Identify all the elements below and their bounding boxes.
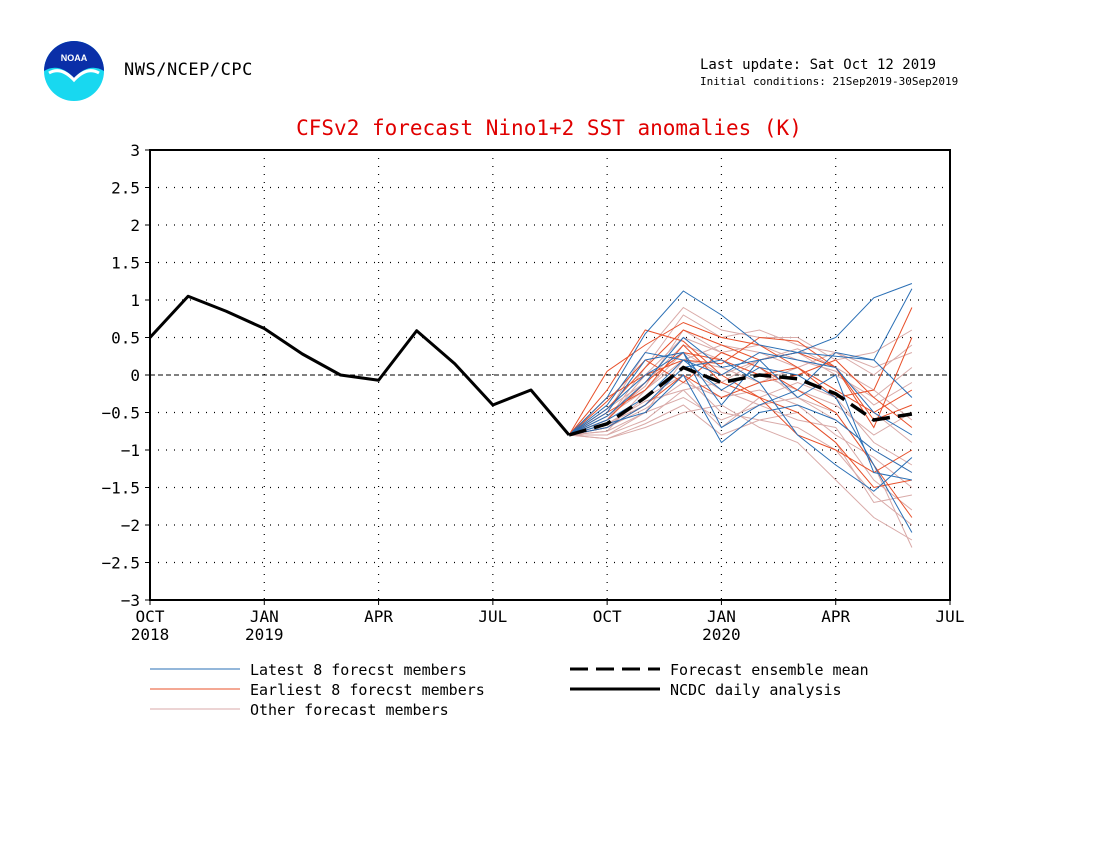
organization-label: NWS/NCEP/CPC xyxy=(124,60,253,80)
x-tick-label: JAN xyxy=(250,607,279,626)
x-tick-label: JUL xyxy=(936,607,965,626)
initial-conditions-text: Initial conditions: 21Sep2019-30Sep2019 xyxy=(700,75,959,88)
y-tick-label: −3 xyxy=(121,591,140,610)
latest-members-group xyxy=(568,283,913,533)
legend: Latest 8 forecst members Earliest 8 fore… xyxy=(150,661,869,719)
other-members-group xyxy=(568,306,913,548)
legend-other-label: Other forecast members xyxy=(250,701,449,719)
noaa-logo-text: NOAA xyxy=(61,53,88,63)
analysis-group xyxy=(148,294,571,436)
y-tick-label: 2 xyxy=(130,216,140,235)
y-tick-label: −1 xyxy=(121,441,140,460)
latest-member-line xyxy=(568,336,913,481)
x-year-label: 2019 xyxy=(245,625,284,644)
x-tick-label: OCT xyxy=(593,607,622,626)
latest-member-line xyxy=(568,374,913,473)
x-tick-label: APR xyxy=(821,607,850,626)
earliest-members-group xyxy=(568,307,913,518)
x-tick-label: JUL xyxy=(478,607,507,626)
legend-latest-label: Latest 8 forecst members xyxy=(250,661,467,679)
plot-frame xyxy=(149,149,951,601)
latest-member-line xyxy=(568,359,913,492)
legend-earliest-label: Earliest 8 forecst members xyxy=(250,681,485,699)
y-tick-label: 1.5 xyxy=(111,254,140,273)
latest-member-line xyxy=(568,351,913,436)
other-member-line xyxy=(568,344,913,436)
y-tick-label: 0 xyxy=(130,366,140,385)
x-tick-label: OCT xyxy=(136,607,165,626)
y-tick-label: 1 xyxy=(130,291,140,310)
ensemble-mean-group xyxy=(568,365,913,437)
y-tick-label: 0.5 xyxy=(111,329,140,348)
y-tick-label: −2.5 xyxy=(101,554,140,573)
x-tick-label: APR xyxy=(364,607,393,626)
earliest-member-line xyxy=(568,351,913,436)
x-tick-label: JAN xyxy=(707,607,736,626)
other-member-line xyxy=(568,366,913,511)
x-axis-ticks: OCT JAN APR JUL OCT JAN APR JUL 2018 2019 2020 xyxy=(131,600,965,644)
y-tick-label: 2.5 xyxy=(111,179,140,198)
y-axis-ticks: 3 2.5 2 1.5 1 0.5 0 −0.5 −1 −1.5 −2 −2.5 −3 xyxy=(101,141,150,610)
y-tick-label: 3 xyxy=(130,141,140,160)
y-tick-label: −0.5 xyxy=(101,404,140,423)
y-tick-label: −1.5 xyxy=(101,479,140,498)
legend-mean-label: Forecast ensemble mean xyxy=(670,661,869,679)
x-year-label: 2018 xyxy=(131,625,170,644)
x-year-label: 2020 xyxy=(702,625,741,644)
analysis-line xyxy=(148,294,571,436)
earliest-member-line xyxy=(568,351,913,518)
last-update-text: Last update: Sat Oct 12 2019 xyxy=(700,57,937,73)
noaa-logo-icon: NOAA xyxy=(44,41,104,101)
legend-analysis-label: NCDC daily analysis xyxy=(670,681,842,699)
earliest-member-line xyxy=(568,329,913,474)
ensemble-mean-line xyxy=(568,365,913,437)
earliest-member-line xyxy=(568,329,913,436)
latest-member-line xyxy=(568,288,913,436)
grid xyxy=(150,150,950,600)
other-member-line xyxy=(568,336,913,436)
y-tick-label: −2 xyxy=(121,516,140,535)
latest-member-line xyxy=(568,283,913,436)
chart-title: CFSv2 forecast Nino1+2 SST anomalies (K) xyxy=(296,116,802,140)
